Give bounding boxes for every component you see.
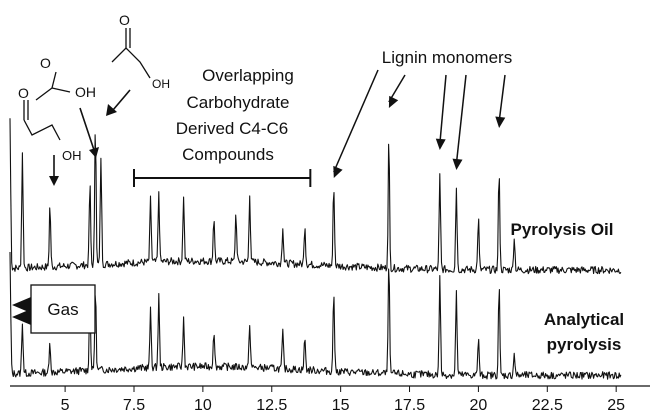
annotation-line-3: Derived C4-C6	[176, 119, 288, 138]
carbohydrate-range-bracket	[132, 169, 312, 187]
aldehyde-structure-icon: O OH	[18, 85, 82, 186]
carbohydrate-annotation: Overlapping Carbohydrate Derived C4-C6 C…	[176, 66, 294, 164]
x-tick-label: 17.5	[394, 397, 425, 414]
lignin-arrow-line	[455, 74, 467, 165]
analytical-pyrolysis-trace	[9, 251, 622, 380]
x-tick-label: 22.5	[532, 397, 563, 414]
x-tick-label: 15	[332, 397, 350, 414]
svg-text:O: O	[119, 12, 130, 28]
lignin-arrowhead	[452, 158, 463, 170]
svg-text:OH: OH	[62, 148, 82, 163]
annotation-line-1: Overlapping	[202, 66, 294, 85]
lignin-arrowhead	[435, 138, 446, 150]
acetic-acid-structure-icon: O OH	[35, 55, 99, 158]
lignin-arrows	[333, 69, 506, 178]
lignin-arrow-line	[333, 69, 379, 173]
gas-box	[30, 284, 96, 334]
lignin-arrow-line	[439, 74, 447, 145]
x-tick-label: 20	[470, 397, 488, 414]
x-tick-label: 12.5	[256, 397, 287, 414]
analytical-label-line-2: pyrolysis	[547, 335, 622, 354]
lignin-arrowhead	[495, 116, 506, 128]
x-tick-label: 10	[194, 397, 212, 414]
svg-text:OH: OH	[152, 77, 170, 91]
x-tick-label: 7.5	[123, 397, 145, 414]
lignin-monomers-label: Lignin monomers	[382, 48, 512, 67]
svg-text:O: O	[40, 55, 51, 71]
pyrolysis-oil-label: Pyrolysis Oil	[511, 220, 614, 239]
annotation-line-2: Carbohydrate	[186, 93, 289, 112]
svg-text:OH: OH	[75, 84, 96, 100]
lignin-arrow-line	[498, 74, 506, 123]
annotation-line-4: Compounds	[182, 145, 274, 164]
x-tick-label: 5	[61, 397, 70, 414]
x-tick-label: 25	[607, 397, 625, 414]
lignin-arrowhead	[388, 95, 399, 108]
pyrolysis-oil-trace	[9, 118, 622, 275]
analytical-label-line-1: Analytical	[544, 310, 624, 329]
gas-label: Gas	[47, 300, 78, 319]
lignin-arrowhead	[333, 165, 343, 178]
gas-arrowhead-lower	[12, 309, 31, 325]
gas-annotation: Gas	[12, 284, 96, 334]
x-axis-ticks: 5 7.5 10 12.5 15 17.5 20 22.5 25	[61, 386, 625, 414]
gas-arrowhead-upper	[12, 297, 31, 313]
svg-text:O: O	[18, 85, 29, 101]
hydroxyacetone-structure-icon: O OH	[106, 12, 170, 116]
